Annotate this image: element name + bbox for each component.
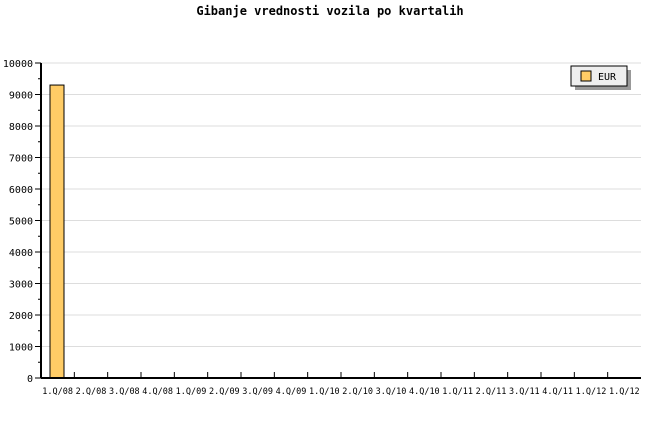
x-tick-label: 1.Q/12 bbox=[576, 387, 607, 397]
x-tick-label: 3.Q/10 bbox=[376, 387, 407, 397]
x-tick-label: 1.Q/10 bbox=[309, 387, 340, 397]
y-tick-label: 7000 bbox=[9, 154, 33, 165]
x-tick-label: 1.Q/12 bbox=[609, 387, 640, 397]
y-tick-label: 10000 bbox=[3, 59, 33, 70]
x-tick-label: 3.Q/09 bbox=[242, 387, 273, 397]
legend: EUR bbox=[570, 65, 631, 90]
chart-title: Gibanje vrednosti vozila po kvartalih bbox=[196, 4, 463, 18]
y-tick-label: 2000 bbox=[9, 311, 33, 322]
x-tick-label: 2.Q/09 bbox=[209, 387, 240, 397]
legend-label-eur: EUR bbox=[598, 72, 617, 83]
x-tick-label: 1.Q/09 bbox=[176, 387, 207, 397]
x-tick-label: 3.Q/11 bbox=[509, 387, 540, 397]
x-tick-label: 2.Q/10 bbox=[342, 387, 373, 397]
y-tick-label: 1000 bbox=[9, 343, 33, 354]
y-tick-label: 3000 bbox=[9, 280, 33, 291]
x-tick-label: 4.Q/10 bbox=[409, 387, 440, 397]
y-tick-label: 9000 bbox=[9, 91, 33, 102]
x-tick-label: 2.Q/08 bbox=[76, 387, 107, 397]
y-tick-label: 8000 bbox=[9, 122, 33, 133]
y-tick-label: 6000 bbox=[9, 185, 33, 196]
x-tick-label: 1.Q/11 bbox=[442, 387, 473, 397]
y-tick-label: 0 bbox=[27, 374, 33, 385]
x-tick-label: 3.Q/08 bbox=[109, 387, 140, 397]
x-tick-label: 4.Q/11 bbox=[542, 387, 573, 397]
bar bbox=[49, 84, 65, 379]
legend-swatch-eur bbox=[580, 70, 592, 82]
x-tick-label: 4.Q/09 bbox=[276, 387, 307, 397]
y-tick-label: 4000 bbox=[9, 248, 33, 259]
x-tick-label: 2.Q/11 bbox=[476, 387, 507, 397]
x-tick-label: 4.Q/08 bbox=[142, 387, 173, 397]
x-tick-label: 1.Q/08 bbox=[42, 387, 73, 397]
y-tick-label: 5000 bbox=[9, 217, 33, 228]
